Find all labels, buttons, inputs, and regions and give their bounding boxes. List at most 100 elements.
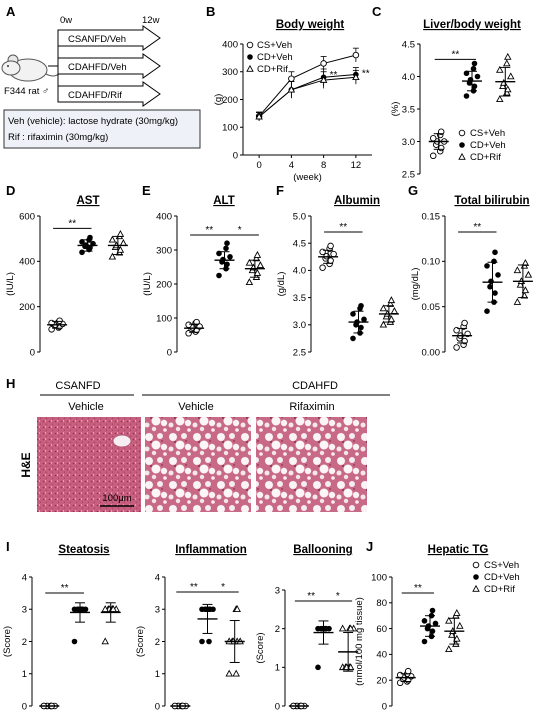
data-point xyxy=(352,73,360,81)
y-axis-label: (Score) xyxy=(255,632,266,663)
x-tick-label: 8 xyxy=(321,160,326,171)
data-point xyxy=(513,266,522,274)
data-point xyxy=(504,85,512,93)
data-point xyxy=(496,65,504,73)
y-tick-label: 0 xyxy=(233,150,238,161)
data-point xyxy=(496,95,504,102)
data-point xyxy=(87,244,93,251)
group-label-cdahfd: CDAHFD xyxy=(292,380,338,392)
y-tick-label: 400 xyxy=(19,257,35,268)
data-point xyxy=(361,316,367,323)
panel-label-c: C xyxy=(372,4,382,19)
significance-label: ** xyxy=(307,591,315,602)
data-point xyxy=(472,561,480,569)
y-tick-label: 1 xyxy=(275,663,280,674)
y-tick-label: 2 xyxy=(22,637,27,648)
data-point xyxy=(315,664,321,671)
y-tick-label: 5.0 xyxy=(293,211,306,222)
y-tick-label: 0 xyxy=(155,701,160,712)
significance-label: ** xyxy=(414,583,422,594)
y-tick-label: 0.10 xyxy=(422,257,441,268)
data-point xyxy=(108,252,117,260)
group-arrow-3 xyxy=(57,81,161,107)
data-point xyxy=(199,606,205,613)
chart-title: Body weight xyxy=(276,19,345,31)
data-point xyxy=(470,65,477,72)
data-point xyxy=(247,54,253,60)
data-point xyxy=(445,616,453,624)
data-point xyxy=(327,242,334,250)
chart-c: 2.5 3.0 3.5 4.0 4.5 (%) Liver/body weight ** CS+… xyxy=(390,19,521,180)
data-point xyxy=(437,128,445,135)
group-label-1: CSANFD/Veh xyxy=(68,34,126,45)
panel-label-j: J xyxy=(366,539,373,554)
data-point xyxy=(437,144,445,152)
y-axis-label: (IU/L) xyxy=(142,272,153,296)
data-point xyxy=(513,297,522,305)
data-point xyxy=(484,263,490,269)
significance-label: ** xyxy=(190,582,198,593)
data-point xyxy=(252,254,261,262)
data-point xyxy=(459,142,465,148)
treatment-note-box xyxy=(3,109,201,149)
legend-entry: CS+Veh xyxy=(257,40,292,51)
data-point xyxy=(315,625,321,632)
chart-title: Hepatic TG xyxy=(428,544,489,556)
stain-label: H&E xyxy=(19,452,33,477)
scale-bar-label: 100μm xyxy=(102,493,131,504)
data-point xyxy=(79,249,85,256)
column-label-rifaximin: Rifaximin xyxy=(289,401,334,413)
significance-label: ** xyxy=(473,222,481,233)
significance-label: * xyxy=(221,582,225,593)
y-tick-label: 3.0 xyxy=(402,137,415,148)
data-point xyxy=(319,75,328,83)
legend-entry: CD+Rif xyxy=(470,152,501,163)
legend-entry: CD+Veh xyxy=(470,140,506,151)
panel-label-e: E xyxy=(142,183,151,198)
y-tick-label: 4.5 xyxy=(402,39,415,50)
data-point xyxy=(350,311,356,317)
data-point xyxy=(256,261,265,269)
x-tick-label: 12 xyxy=(351,160,362,171)
y-tick-label: 2.5 xyxy=(293,347,306,358)
histology-image-cdahfd-vehicle xyxy=(145,417,251,512)
y-axis-label: (Score) xyxy=(135,626,146,657)
data-point xyxy=(101,605,109,612)
data-point xyxy=(71,638,78,645)
x-axis-label: (week) xyxy=(293,172,322,183)
y-tick-label: 200 xyxy=(19,302,35,313)
data-point xyxy=(429,134,437,142)
panel-label-f: F xyxy=(276,183,284,198)
y-axis-label: (IU/L) xyxy=(5,272,16,296)
y-tick-label: 4 xyxy=(22,572,27,583)
significance-label: ** xyxy=(205,225,213,236)
y-tick-label: 2 xyxy=(155,637,160,648)
data-point xyxy=(499,82,507,89)
legend-entry: CD+Veh xyxy=(484,572,520,583)
data-point xyxy=(492,290,498,296)
y-tick-label: 0.00 xyxy=(422,347,441,358)
data-point xyxy=(338,624,347,632)
chart-f: 2.5 3.0 3.5 4.0 4.5 5.0 (g/dL) Albumin ** xyxy=(276,195,399,358)
y-tick-label: 0 xyxy=(382,701,387,712)
data-point xyxy=(458,152,466,160)
data-point xyxy=(225,669,233,677)
y-tick-label: 3 xyxy=(275,585,280,596)
series-line xyxy=(258,54,356,117)
chart-d: 0 200 400 600 (IU/L) AST** xyxy=(5,195,128,358)
chart-title: Liver/body weight xyxy=(423,19,521,31)
y-tick-label: 300 xyxy=(222,67,238,78)
data-point xyxy=(216,272,222,279)
histology-image-csanfd-vehicle xyxy=(37,417,141,512)
data-point xyxy=(330,250,337,258)
y-tick-label: 0.15 xyxy=(422,211,441,222)
data-point xyxy=(516,280,525,288)
legend-entry: CD+Veh xyxy=(257,52,293,63)
data-point xyxy=(453,608,461,616)
y-tick-label: 200 xyxy=(156,279,172,290)
chart-j: 0 20 40 60 80 100 (nmol/100 mg tissue) Hepatic … xyxy=(354,544,520,712)
data-point xyxy=(453,344,460,351)
data-point xyxy=(507,72,515,80)
data-point xyxy=(116,229,125,237)
